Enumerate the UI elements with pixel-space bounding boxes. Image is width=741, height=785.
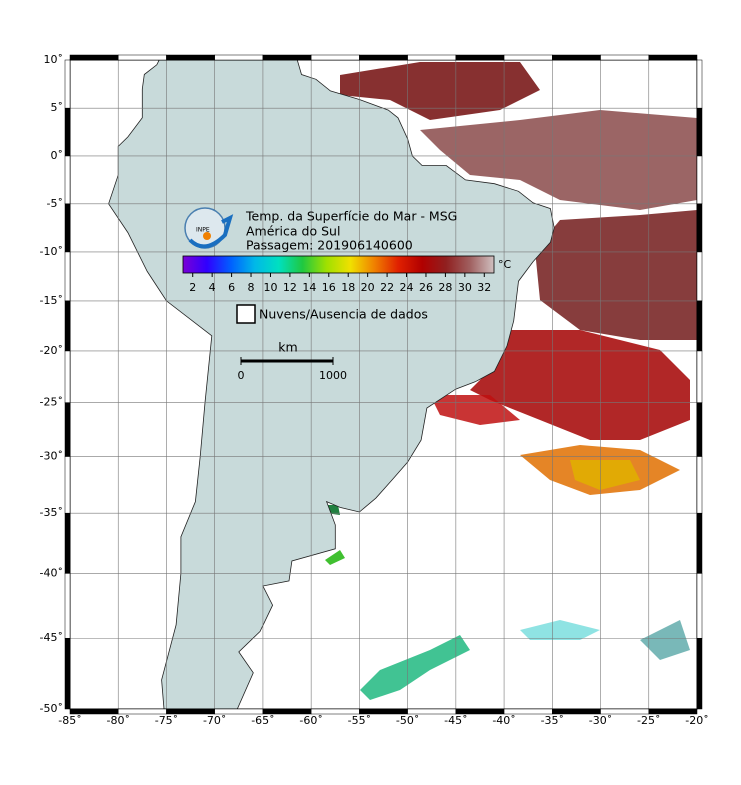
colorbar-tick-label: 2 [189,281,196,294]
scale-tick-label: 1000 [319,369,347,382]
colorbar-tick-label: 10 [263,281,277,294]
title-line: América do Sul [246,224,340,239]
x-tick-label: -30˚ [589,714,612,727]
frame-bar [648,708,698,715]
frame-bar [503,54,553,61]
frame-bar [648,54,698,61]
colorbar-tick-label: 26 [419,281,433,294]
y-tick-label: -50˚ [40,702,63,715]
frame-bar [64,203,71,253]
frame-bar [64,107,71,157]
frame-bar [64,512,71,574]
legend-swatch [236,304,256,324]
frame-bar [64,300,71,352]
x-tick-label: -25˚ [637,714,660,727]
colorbar-tick-label: 20 [361,281,375,294]
colorbar-tick-label: 32 [477,281,491,294]
y-tick-label: -45˚ [40,631,63,644]
x-tick-label: -80˚ [106,714,129,727]
frame-bar [696,350,703,403]
colorbar-tick-label: 16 [322,281,336,294]
y-tick-label: 5˚ [51,101,64,114]
colorbar-tick-label: 6 [228,281,235,294]
frame-bar [359,54,408,61]
colorbar-fill [182,255,495,274]
frame-bar [696,203,703,253]
x-tick-label: -70˚ [203,714,226,727]
x-tick-label: -85˚ [58,714,81,727]
frame-bar [69,54,119,61]
y-tick-label: -40˚ [40,566,63,579]
x-tick-label: -20˚ [685,714,708,727]
colorbar-tick-label: 12 [283,281,297,294]
colorbar-tick-label: 30 [458,281,472,294]
title-line: Passagem: 201906140600 [246,238,413,253]
frame-bar [696,155,703,205]
frame-bar [696,456,703,514]
frame-bar [696,637,703,710]
legend-text: Nuvens/Ausencia de dados [259,307,428,322]
colorbar-tick-label: 14 [302,281,316,294]
x-tick-label: -75˚ [155,714,178,727]
frame-bar [64,573,71,639]
scale-tick-label: 0 [238,369,245,382]
frame-bar [64,402,71,457]
map-area [70,60,697,709]
frame-bar [696,300,703,352]
colorbar-tick-label: 22 [380,281,394,294]
frame-bar [117,54,167,61]
y-tick-label: 10˚ [44,53,64,66]
y-tick-label: -20˚ [40,344,63,357]
frame-bar [455,54,505,61]
frame-bar [696,59,703,109]
frame-bar [407,54,457,61]
x-tick-label: -50˚ [396,714,419,727]
x-tick-label: -40˚ [492,714,515,727]
frame-bar [64,251,71,302]
frame-bar [64,456,71,514]
logo-text: INPE [196,227,210,234]
frame-bar [64,350,71,403]
frame-bar [696,107,703,157]
scale-unit: km [278,340,297,355]
frame-bar [214,54,264,61]
sst-patches [320,62,697,700]
frame-bar [166,54,215,61]
title-line: Temp. da Superfície do Mar - MSG [245,209,457,224]
frame-bar [696,251,703,302]
frame-bar [64,637,71,710]
frame-bar [600,54,650,61]
colorbar: 2 4 6 8 10 12 14 16 18 20 22 24 26 28 30 32 [182,255,495,294]
colorbar-tick-label: 4 [209,281,216,294]
y-tick-label: -25˚ [40,396,63,409]
x-tick-label: -60˚ [299,714,322,727]
x-tick-label: -55˚ [348,714,371,727]
colorbar-unit: °C [498,258,512,271]
frame-bar [64,59,71,109]
y-tick-label: -5˚ [47,197,63,210]
colorbar-tick-label: 28 [438,281,452,294]
x-tick-label: -45˚ [444,714,467,727]
frame-bar [64,155,71,205]
frame-bar [310,54,360,61]
y-tick-label: -30˚ [40,450,63,463]
x-tick-label: -65˚ [251,714,274,727]
frame-bar [696,573,703,639]
frame-bar [262,54,312,61]
frame-bar [696,402,703,457]
y-tick-label: 0˚ [51,149,64,162]
colorbar-tick-label: 24 [400,281,414,294]
x-tick-label: -35˚ [541,714,564,727]
colorbar-tick-label: 18 [341,281,355,294]
colorbar-tick-label: 8 [248,281,255,294]
scale-bar: 0 1000 [238,357,347,382]
y-tick-label: -35˚ [40,506,63,519]
y-tick-label: -15˚ [40,294,63,307]
frame-bar [696,512,703,574]
logo: INPE [184,207,234,249]
y-tick-label: -10˚ [40,245,63,258]
frame-bar [552,54,601,61]
